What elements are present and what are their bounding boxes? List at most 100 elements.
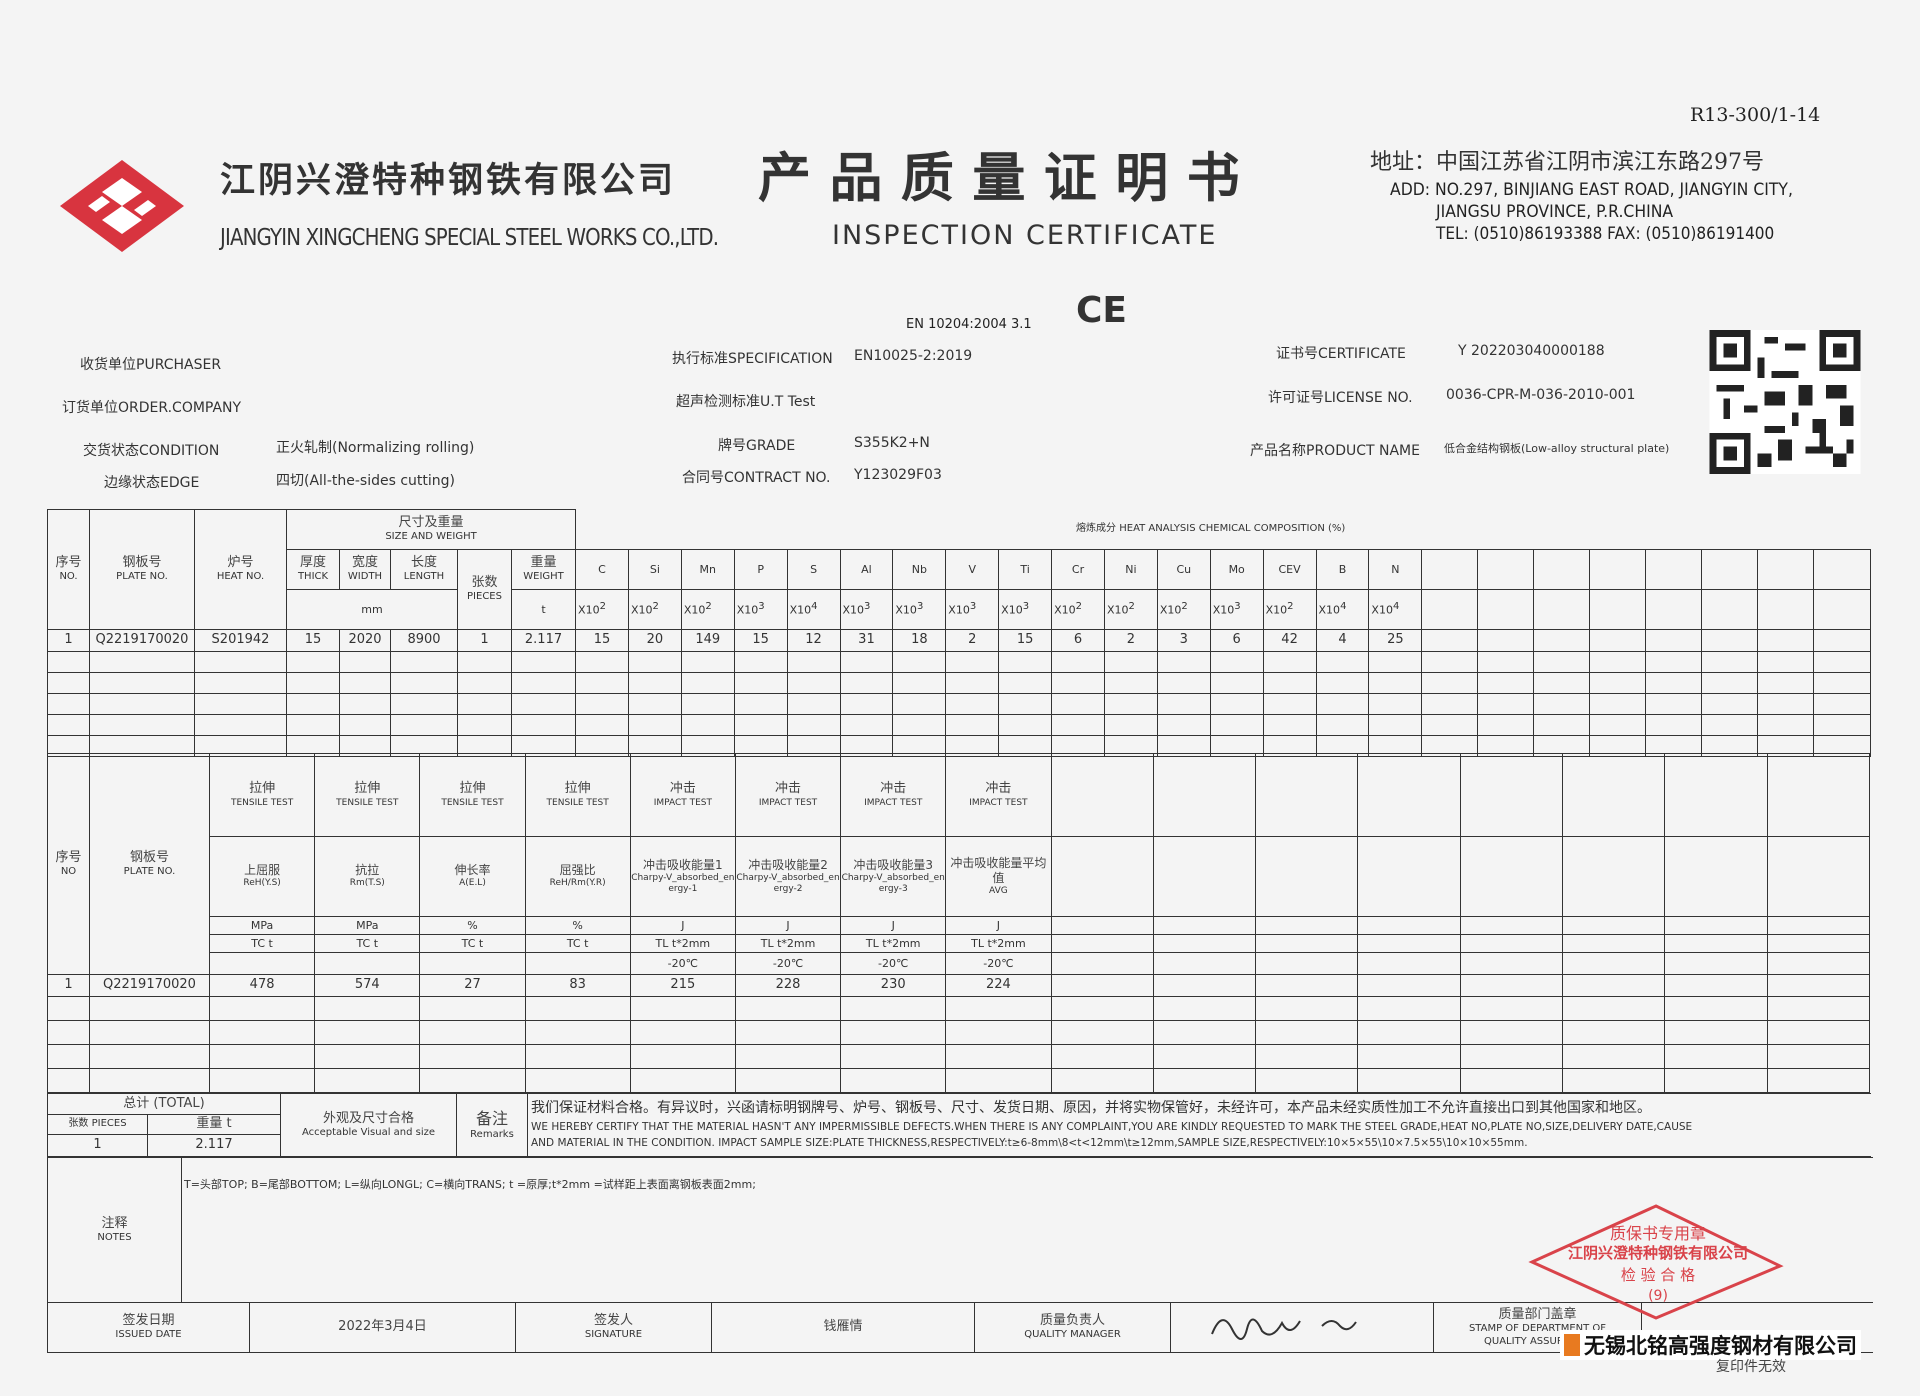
chem-data-row: 1 Q2219170020 S201942 15 2020 8900 1 2.1… — [47, 629, 1871, 652]
chem-value-N: 25 — [1368, 629, 1423, 652]
page-title-en: INSPECTION CERTIFICATE — [832, 220, 1218, 251]
multiplier-cell: X104 — [1315, 589, 1370, 630]
watermark: 无锡北铭高强度钢材有限公司 — [1560, 1330, 1861, 1360]
multiplier-cell: X103 — [733, 589, 788, 630]
test-dir: TL t*2mm — [840, 934, 947, 953]
plate-header: 钢板号 PLATE NO. — [89, 509, 195, 630]
total-label: 总计 (TOTAL) — [47, 1093, 281, 1115]
visual-check: 外观及尺寸合格 Acceptable Visual and size — [280, 1093, 457, 1157]
weight-cell: 2.117 — [510, 629, 577, 652]
edge-value: 四切(All-the-sides cutting) — [276, 473, 455, 489]
test-temp — [314, 952, 421, 975]
element-N: N — [1368, 549, 1423, 590]
heat-cell: S201942 — [194, 629, 287, 652]
seq-header: 序号 NO. — [47, 509, 90, 630]
multiplier-cell: X102 — [575, 589, 629, 630]
element-Nb: Nb — [892, 549, 947, 590]
qr-code — [1709, 330, 1861, 474]
element-Ni: Ni — [1103, 549, 1158, 590]
notes-label: 注释 NOTES — [47, 1157, 182, 1303]
product-value: 低合金结构钢板(Low-alloy structural plate) — [1444, 442, 1670, 455]
mechanical-table: 序号 NO 钢板号 PLATE NO. 拉伸 TENSILE TEST 拉伸 TENSIL… — [47, 753, 1870, 1093]
mech-value-cell: 27 — [419, 974, 526, 997]
license-value: 0036-CPR-M-036-2010-001 — [1446, 387, 1636, 403]
pieces-header: 张数 PIECES — [457, 549, 512, 630]
condition-value: 正火轧制(Normalizing rolling) — [276, 440, 475, 456]
spec-value: EN10025-2:2019 — [854, 348, 973, 364]
test-type-header: 拉伸 TENSILE TEST — [208, 753, 316, 837]
empty-row — [47, 735, 1871, 757]
notes-text: T=头部TOP; B=尾部BOTTOM; L=纵向LONGL; C=横向TRAN… — [181, 1157, 1873, 1303]
copy-note: 复印件无效 — [1716, 1359, 1786, 1375]
remarks-label: 备注 Remarks — [456, 1093, 528, 1157]
test-type-header: 拉伸 TENSILE TEST — [314, 753, 421, 837]
form-number: R13-300/1-14 — [1690, 104, 1821, 126]
multiplier-cell: X103 — [839, 589, 894, 630]
signature-label: 签发人 SIGNATURE — [515, 1302, 712, 1353]
test-type-header: 冲击 IMPACT TEST — [629, 753, 736, 837]
mech-plate-header: 钢板号 PLATE NO. — [89, 753, 210, 975]
grade-label: 牌号GRADE — [718, 438, 796, 454]
test-dir: TC t — [208, 934, 316, 953]
contract-label: 合同号CONTRACT NO. — [682, 470, 831, 486]
chem-title: 熔炼成分 HEAT ANALYSIS CHEMICAL COMPOSITION … — [575, 509, 1871, 550]
test-dir: TC t — [419, 934, 526, 953]
certificate-label: 证书号CERTIFICATE — [1276, 346, 1406, 362]
weight-header: 重量 WEIGHT — [510, 549, 577, 590]
multiplier-cell: X103 — [1209, 589, 1264, 630]
multiplier-cell: X103 — [998, 589, 1053, 630]
mm-unit: mm — [286, 589, 458, 630]
address-en-1: ADD: NO.297, BINJIANG EAST ROAD, JIANGYI… — [1390, 180, 1793, 200]
issued-date: 2022年3月4日 — [249, 1302, 516, 1353]
test-item-header: 屈强比 ReH/Rm(Y.R) — [524, 836, 631, 917]
page-title-cn: 产 品 质 量 证 明 书 — [758, 147, 1240, 209]
total-pieces: 1 — [47, 1134, 148, 1157]
mech-value-cell: 83 — [524, 974, 631, 997]
empty-row — [47, 693, 1871, 715]
size-weight-header: 尺寸及重量 SIZE AND WEIGHT — [285, 509, 577, 550]
multiplier-cell: X103 — [945, 589, 1000, 630]
test-type-header: 冲击 IMPACT TEST — [840, 753, 947, 837]
purchaser-label: 收货单位PURCHASER — [80, 357, 222, 373]
element-Mo: Mo — [1209, 549, 1264, 590]
chemical-table: 序号 NO. 钢板号 PLATE NO. 炉号 HEAT NO. 尺寸及重量 SIZE … — [47, 509, 1871, 757]
element-Mn: Mn — [680, 549, 735, 590]
t-unit: t — [510, 589, 577, 630]
empty-row — [47, 1044, 1870, 1069]
test-item-header: 抗拉 Rm(T.S) — [314, 836, 421, 917]
signer-name: 钱雁情 — [711, 1302, 975, 1353]
chem-value-V: 2 — [945, 629, 1000, 652]
chem-value-P: 15 — [733, 629, 788, 652]
mech-value-cell: 228 — [734, 974, 842, 997]
empty-row — [47, 651, 1871, 673]
ut-label: 超声检测标准U.T Test — [676, 394, 816, 410]
test-temp: -20℃ — [840, 952, 947, 975]
order-company-label: 订货单位ORDER.COMPANY — [62, 400, 242, 416]
company-logo — [60, 160, 184, 252]
chem-value-Mo: 6 — [1209, 629, 1264, 652]
mech-data-row: 1 Q2219170020 478 574 27 83 215 228 230 224 — [47, 974, 1870, 997]
width-header: 宽度 WIDTH — [339, 549, 391, 590]
test-type-header: 冲击 IMPACT TEST — [945, 753, 1052, 837]
condition-label: 交货状态CONDITION — [83, 443, 220, 459]
address-tel: TEL: (0510)86193388 FAX: (0510)86191400 — [1436, 224, 1775, 244]
test-unit: % — [524, 916, 631, 935]
test-type-header: 冲击 IMPACT TEST — [734, 753, 842, 837]
multiplier-cell: X104 — [786, 589, 841, 630]
company-name-en: JIANGYIN XINGCHENG SPECIAL STEEL WORKS C… — [220, 225, 719, 251]
total-weight: 2.117 — [147, 1134, 281, 1157]
chem-value-Al: 31 — [839, 629, 894, 652]
element-C: C — [575, 549, 629, 590]
chem-value-B: 4 — [1315, 629, 1370, 652]
edge-label: 边缘状态EDGE — [104, 475, 200, 491]
watermark-icon — [1564, 1334, 1580, 1356]
empty-row — [47, 996, 1870, 1021]
chem-value-Mn: 149 — [680, 629, 735, 652]
handwritten-signature — [1170, 1302, 1434, 1353]
total-pieces-label: 张数 PIECES — [47, 1114, 148, 1135]
multiplier-cell: X102 — [1262, 589, 1317, 630]
empty-row — [47, 672, 1871, 694]
multiplier-cell: X102 — [680, 589, 735, 630]
mech-seq-cell: 1 — [47, 974, 90, 997]
empty-row — [47, 714, 1871, 736]
